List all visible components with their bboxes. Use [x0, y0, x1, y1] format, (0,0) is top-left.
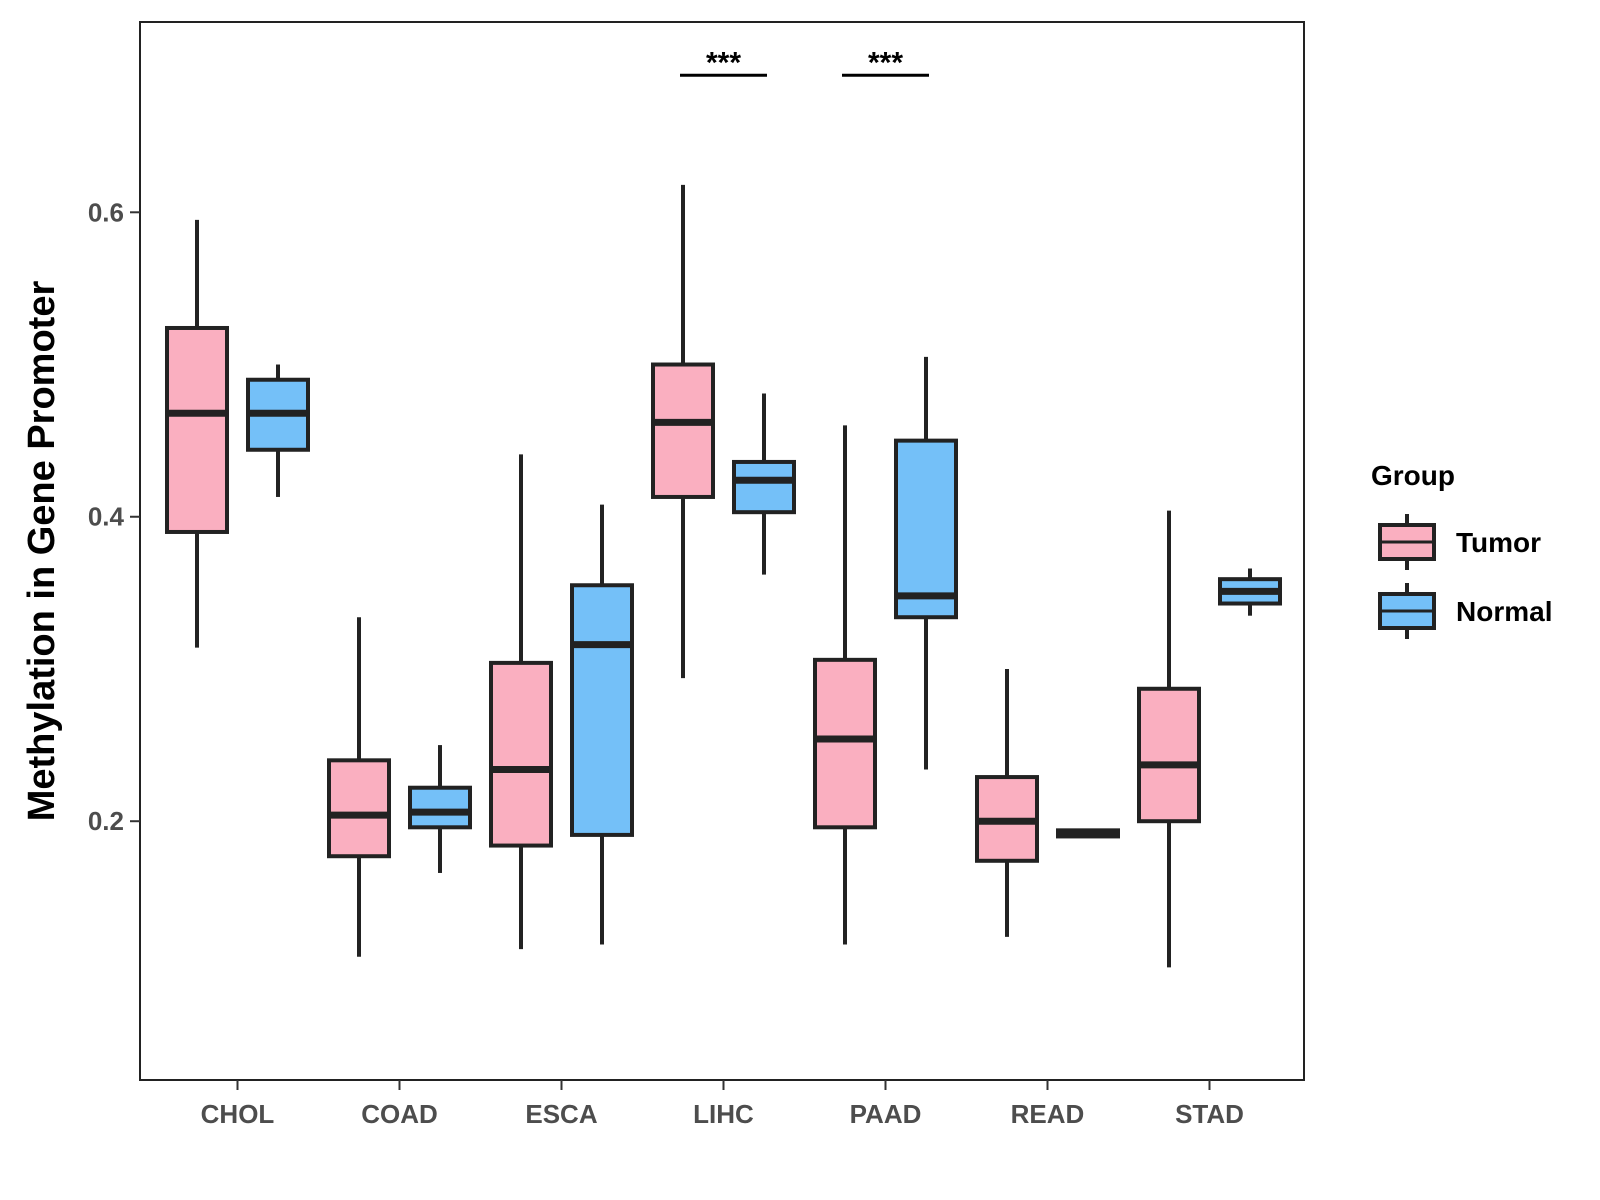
- box-chol-tumor: [165, 219, 229, 648]
- iqr-box-stad-tumor: [1137, 686, 1201, 824]
- legend-item-normal[interactable]: Normal: [1378, 583, 1552, 639]
- box-lihc-normal: [732, 393, 796, 575]
- box-paad-tumor: [813, 425, 877, 945]
- significance-label-paad: ***: [868, 46, 903, 79]
- box-stad-tumor: [1137, 510, 1201, 968]
- y-tick-label-0: 0.2: [88, 806, 124, 836]
- boxes-layer: [165, 184, 1282, 968]
- box-read-normal: [1056, 828, 1120, 839]
- box-coad-tumor: [327, 617, 391, 957]
- legend-label-tumor: Tumor: [1456, 527, 1541, 558]
- x-tick-label-chol: CHOL: [201, 1099, 275, 1129]
- legend-item-tumor[interactable]: Tumor: [1378, 514, 1541, 570]
- legend-title: Group: [1371, 460, 1455, 491]
- plot-panel: [139, 21, 1305, 1081]
- box-read-tumor: [975, 668, 1039, 937]
- x-tick-label-paad: PAAD: [850, 1099, 922, 1129]
- iqr-box-lihc-normal: [732, 459, 796, 515]
- box-coad-normal: [408, 745, 472, 873]
- box-paad-normal: [894, 356, 958, 770]
- legend: Group Tumor Normal: [1371, 460, 1552, 639]
- iqr-box-coad-tumor: [327, 758, 391, 859]
- y-tick-label-1: 0.4: [88, 502, 125, 532]
- y-axis-label: Methylation in Gene Promoter: [21, 281, 63, 822]
- annotations-layer: *** ***: [680, 46, 929, 79]
- legend-label-normal: Normal: [1456, 596, 1552, 627]
- iqr-box-esca-tumor: [489, 660, 553, 848]
- iqr-box-coad-normal: [408, 785, 472, 830]
- x-tick-label-stad: STAD: [1175, 1099, 1244, 1129]
- x-tick-label-esca: ESCA: [525, 1099, 597, 1129]
- box-esca-tumor: [489, 454, 553, 950]
- box-lihc-tumor: [651, 184, 715, 679]
- iqr-box-lihc-tumor: [651, 362, 715, 499]
- iqr-box-paad-normal: [894, 438, 958, 620]
- significance-label-lihc: ***: [706, 46, 741, 79]
- x-tick-label-coad: COAD: [361, 1099, 438, 1129]
- x-tick-label-lihc: LIHC: [693, 1099, 754, 1129]
- axes-layer: CHOL COAD ESCA LIHC PAAD READ STAD 0.2 0.4 0.6: [88, 197, 1244, 1129]
- box-stad-normal: [1218, 568, 1282, 616]
- iqr-box-paad-tumor: [813, 657, 877, 830]
- y-tick-label-2: 0.6: [88, 197, 124, 227]
- iqr-box-chol-tumor: [165, 325, 229, 534]
- x-tick-label-read: READ: [1011, 1099, 1085, 1129]
- box-esca-normal: [570, 504, 634, 945]
- iqr-box-esca-normal: [570, 583, 634, 837]
- box-chol-normal: [246, 364, 310, 497]
